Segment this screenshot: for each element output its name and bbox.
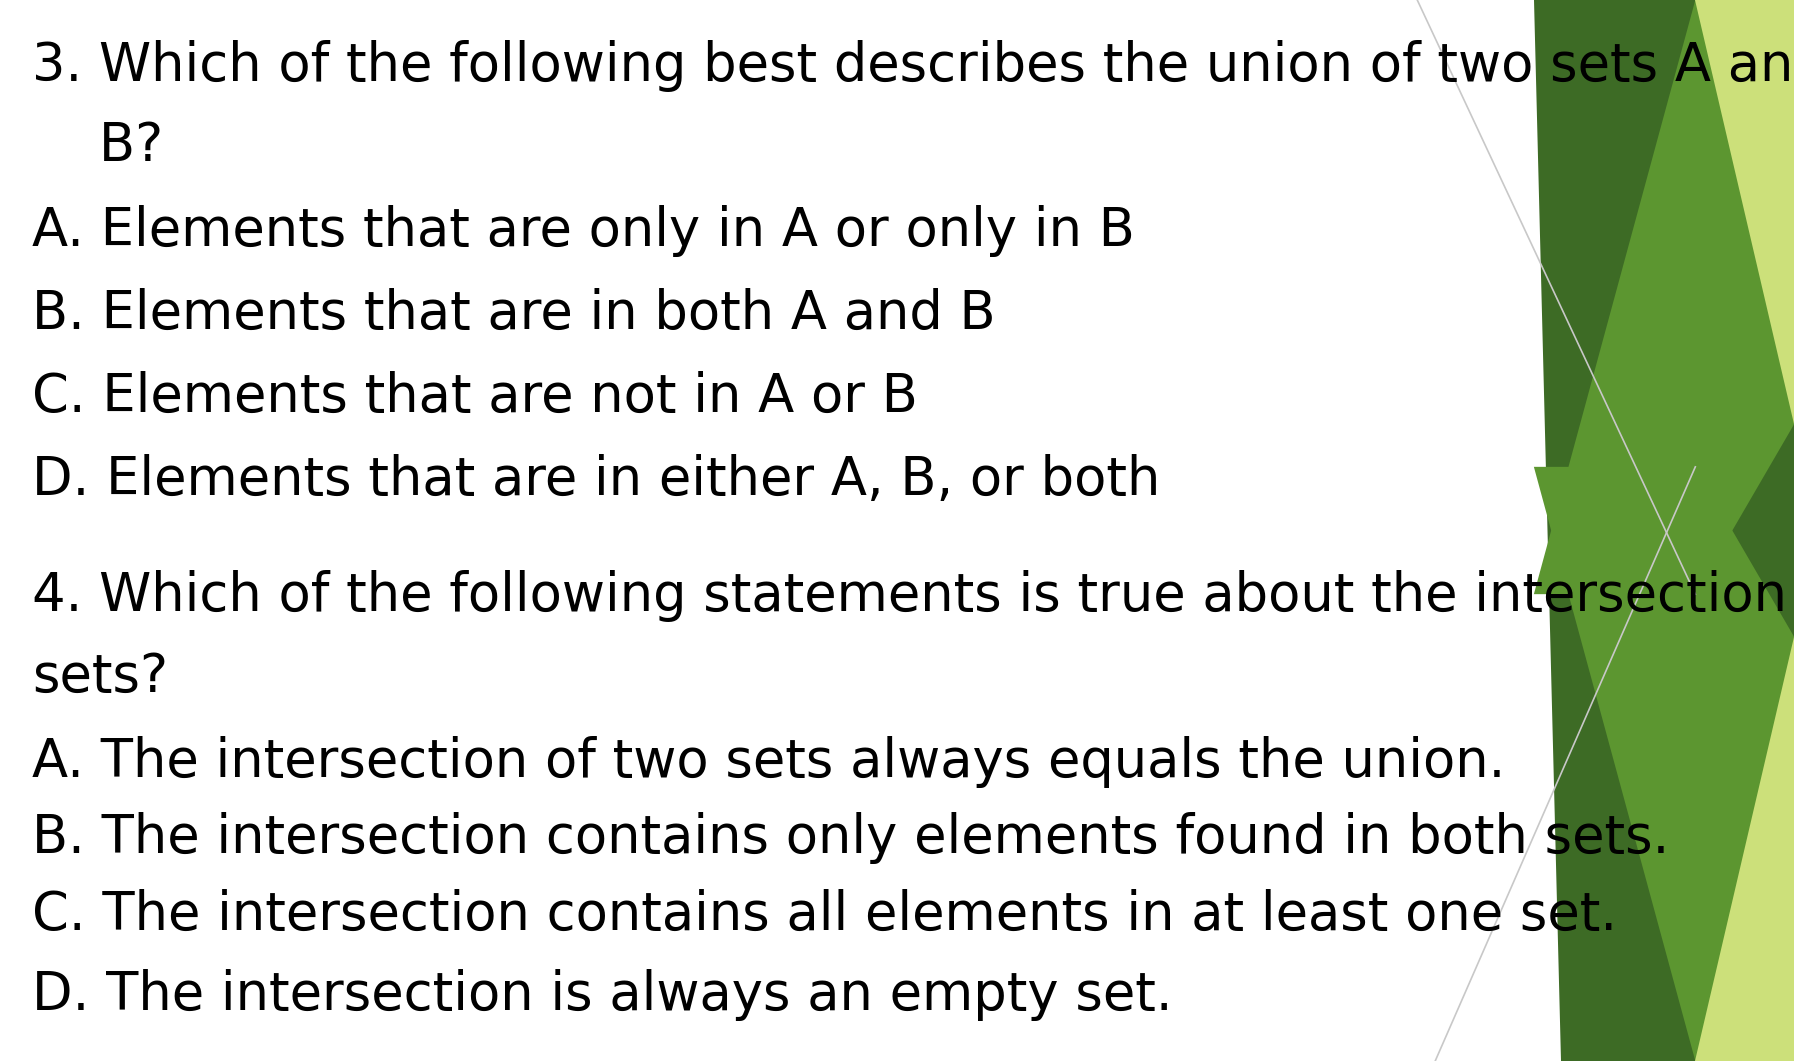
Text: 4. Which of the following statements is true about the intersection of: 4. Which of the following statements is …	[32, 570, 1794, 623]
Text: sets?: sets?	[32, 650, 169, 703]
Polygon shape	[1570, 637, 1794, 1061]
Text: D. The intersection is always an empty set.: D. The intersection is always an empty s…	[32, 969, 1173, 1022]
Polygon shape	[1534, 0, 1794, 1061]
Polygon shape	[1534, 467, 1794, 1061]
Text: D. Elements that are in either A, B, or both: D. Elements that are in either A, B, or …	[32, 453, 1161, 506]
Polygon shape	[1695, 0, 1794, 424]
Text: C. The intersection contains all elements in at least one set.: C. The intersection contains all element…	[32, 888, 1618, 941]
Text: C. Elements that are not in A or B: C. Elements that are not in A or B	[32, 370, 919, 423]
Polygon shape	[1695, 637, 1794, 1061]
Polygon shape	[1570, 0, 1794, 424]
Polygon shape	[1534, 0, 1794, 594]
Text: B. Elements that are in both A and B: B. Elements that are in both A and B	[32, 288, 996, 341]
Text: A. The intersection of two sets always equals the union.: A. The intersection of two sets always e…	[32, 735, 1505, 788]
Text: B. The intersection contains only elements found in both sets.: B. The intersection contains only elemen…	[32, 812, 1670, 865]
Text: B?: B?	[32, 120, 163, 173]
Text: A. Elements that are only in A or only in B: A. Elements that are only in A or only i…	[32, 205, 1136, 258]
Text: 3. Which of the following best describes the union of two sets A and: 3. Which of the following best describes…	[32, 39, 1794, 92]
